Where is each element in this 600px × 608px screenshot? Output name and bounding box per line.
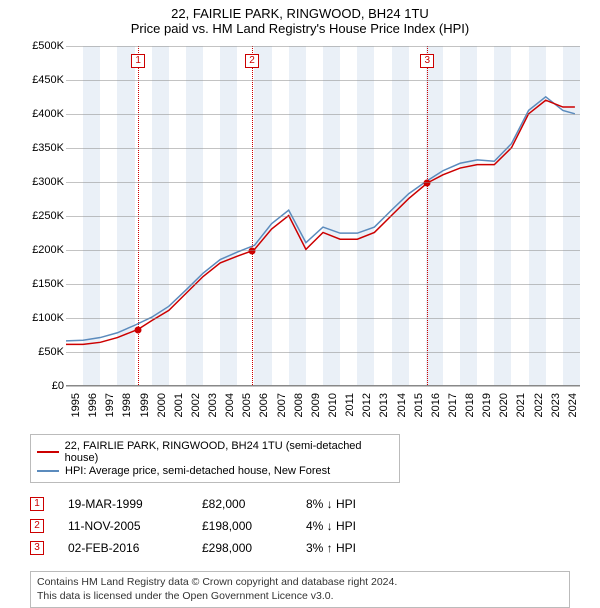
chart-title-block: 22, FAIRLIE PARK, RINGWOOD, BH24 1TU Pri… <box>0 0 600 38</box>
event-price: £82,000 <box>202 497 282 511</box>
y-gridline <box>66 114 580 115</box>
y-axis-label: £250K <box>20 210 64 222</box>
event-marker-box: 2 <box>245 54 259 68</box>
y-axis-label: £300K <box>20 176 64 188</box>
y-axis-label: £200K <box>20 244 64 256</box>
footer-line-1: Contains HM Land Registry data © Crown c… <box>37 576 563 590</box>
x-axis-label: 2004 <box>224 393 236 427</box>
x-axis-label: 1998 <box>121 393 133 427</box>
x-axis-label: 2015 <box>413 393 425 427</box>
events-list: 1 19-MAR-1999 £82,000 8% ↓ HPI 2 11-NOV-2005 £… <box>30 493 600 559</box>
legend-label: HPI: Average price, semi-detached house,… <box>65 465 330 477</box>
footer-line-2: This data is licensed under the Open Gov… <box>37 590 563 604</box>
y-axis-label: £350K <box>20 142 64 154</box>
legend-item: HPI: Average price, semi-detached house,… <box>37 465 393 477</box>
event-row: 2 11-NOV-2005 £198,000 4% ↓ HPI <box>30 515 600 537</box>
series-line <box>66 100 575 344</box>
x-axis-label: 2006 <box>258 393 270 427</box>
y-axis-label: £100K <box>20 312 64 324</box>
chart-title: 22, FAIRLIE PARK, RINGWOOD, BH24 1TU <box>0 6 600 21</box>
event-point <box>249 248 256 255</box>
x-axis-label: 2020 <box>498 393 510 427</box>
event-price: £298,000 <box>202 541 282 555</box>
x-axis-label: 2005 <box>241 393 253 427</box>
y-gridline <box>66 352 580 353</box>
event-row: 1 19-MAR-1999 £82,000 8% ↓ HPI <box>30 493 600 515</box>
x-axis-label: 2022 <box>533 393 545 427</box>
y-axis-label: £500K <box>20 40 64 52</box>
event-hpi: 8% ↓ HPI <box>306 497 396 511</box>
event-date: 11-NOV-2005 <box>68 519 178 533</box>
x-axis-label: 2010 <box>327 393 339 427</box>
x-axis-label: 2002 <box>190 393 202 427</box>
y-gridline <box>66 386 580 387</box>
x-axis-label: 2016 <box>430 393 442 427</box>
legend-label: 22, FAIRLIE PARK, RINGWOOD, BH24 1TU (se… <box>65 440 393 464</box>
event-hpi: 3% ↑ HPI <box>306 541 396 555</box>
x-axis-label: 2009 <box>310 393 322 427</box>
event-row-marker: 1 <box>30 497 44 511</box>
y-axis-label: £0 <box>20 380 64 392</box>
x-axis-label: 2019 <box>481 393 493 427</box>
x-axis-label: 2013 <box>378 393 390 427</box>
x-axis-label: 1997 <box>104 393 116 427</box>
legend: 22, FAIRLIE PARK, RINGWOOD, BH24 1TU (se… <box>30 434 400 483</box>
x-axis-label: 2021 <box>515 393 527 427</box>
y-gridline <box>66 46 580 47</box>
event-point <box>424 180 431 187</box>
chart-subtitle: Price paid vs. HM Land Registry's House … <box>0 21 600 36</box>
event-marker-box: 3 <box>420 54 434 68</box>
y-gridline <box>66 148 580 149</box>
event-hpi: 4% ↓ HPI <box>306 519 396 533</box>
event-row: 3 02-FEB-2016 £298,000 3% ↑ HPI <box>30 537 600 559</box>
y-gridline <box>66 216 580 217</box>
x-axis-label: 2012 <box>361 393 373 427</box>
x-axis-label: 2001 <box>173 393 185 427</box>
y-gridline <box>66 80 580 81</box>
x-axis-label: 2000 <box>156 393 168 427</box>
x-axis-label: 2003 <box>207 393 219 427</box>
y-gridline <box>66 284 580 285</box>
x-axis-label: 2008 <box>293 393 305 427</box>
event-date: 02-FEB-2016 <box>68 541 178 555</box>
legend-swatch <box>37 451 59 453</box>
x-axis-label: 2017 <box>447 393 459 427</box>
x-axis-label: 2007 <box>276 393 288 427</box>
event-price: £198,000 <box>202 519 282 533</box>
event-marker-box: 1 <box>131 54 145 68</box>
y-axis-label: £150K <box>20 278 64 290</box>
event-row-marker: 3 <box>30 541 44 555</box>
x-axis-label: 2014 <box>396 393 408 427</box>
event-row-marker: 2 <box>30 519 44 533</box>
x-axis-label: 1996 <box>87 393 99 427</box>
y-axis-label: £400K <box>20 108 64 120</box>
x-axis-label: 2018 <box>464 393 476 427</box>
x-axis-label: 2023 <box>550 393 562 427</box>
event-date: 19-MAR-1999 <box>68 497 178 511</box>
y-gridline <box>66 318 580 319</box>
y-gridline <box>66 182 580 183</box>
y-gridline <box>66 250 580 251</box>
legend-swatch <box>37 470 59 472</box>
x-axis-label: 2011 <box>344 393 356 427</box>
event-point <box>135 327 142 334</box>
chart-area: 1 2 3 £0 £50K £100K £150K £200K £250K £300K £350K… <box>20 46 580 426</box>
y-axis-label: £50K <box>20 346 64 358</box>
x-axis-label: 2024 <box>567 393 579 427</box>
x-axis-label: 1999 <box>139 393 151 427</box>
legend-item: 22, FAIRLIE PARK, RINGWOOD, BH24 1TU (se… <box>37 440 393 464</box>
series-line <box>66 97 575 341</box>
x-axis-label: 1995 <box>70 393 82 427</box>
y-axis-label: £450K <box>20 74 64 86</box>
